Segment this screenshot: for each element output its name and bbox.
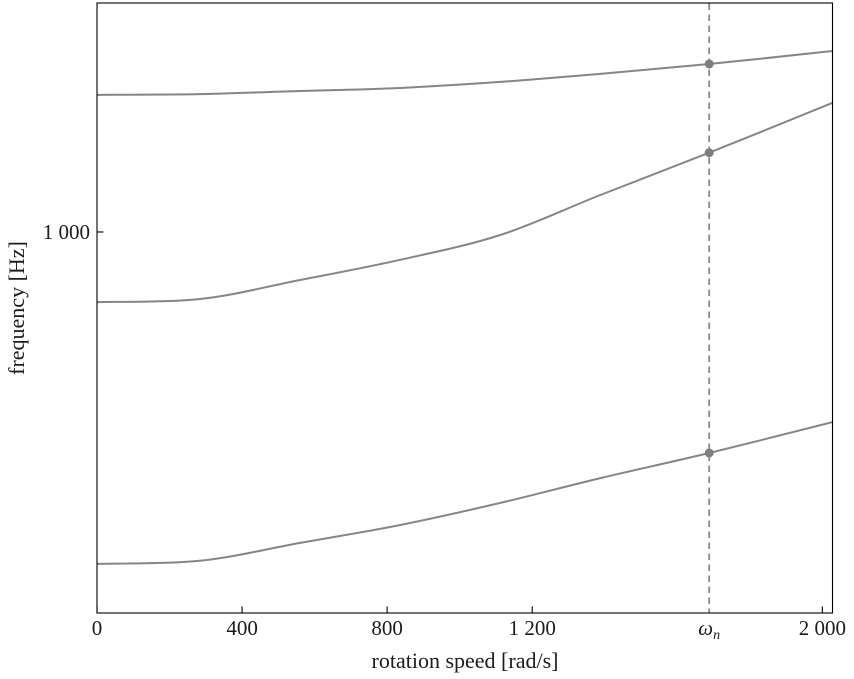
- x-tick-label: 0: [92, 616, 103, 640]
- intersection-dot: [704, 448, 714, 458]
- x-tick-label: 2 000: [799, 616, 846, 640]
- x-axis-label: rotation speed [rad/s]: [371, 648, 559, 673]
- y-axis-label: frequency [Hz]: [4, 241, 29, 375]
- plot-border: [96, 2, 834, 614]
- intersection-dot: [704, 59, 714, 69]
- y-tick-label: 1 000: [43, 220, 90, 244]
- x-tick-label: 800: [371, 616, 403, 640]
- curve-mode-1: [97, 421, 833, 565]
- curve-mode-3: [97, 50, 833, 96]
- curve-mode-2: [97, 101, 833, 304]
- intersection-dot: [704, 148, 714, 158]
- x-tick-label: 1 200: [509, 616, 556, 640]
- x-tick-label: ωn: [698, 616, 720, 643]
- x-tick-label: 400: [226, 616, 258, 640]
